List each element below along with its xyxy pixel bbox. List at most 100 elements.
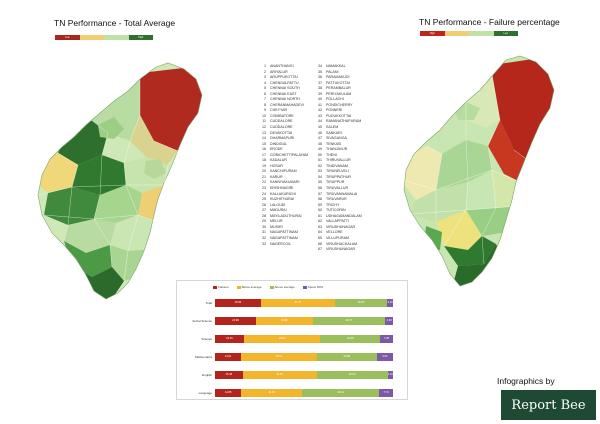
district-name: VIRUDHACHALAM	[326, 241, 358, 246]
district-number: 64	[318, 230, 322, 235]
stacked-bar-chart: Failures Below average Above average Above …	[176, 280, 408, 400]
district-list-item: 4 CHENGALPATTU	[256, 81, 308, 87]
district-name: VIRUDHUNAGAR	[326, 224, 356, 229]
district-list-item: 12 CUDDALORE	[256, 125, 308, 131]
district-list-item: 14 DHARMAPURI	[256, 136, 308, 142]
district-number: 36	[318, 75, 322, 80]
district-name: NAMAKKAL	[326, 64, 346, 68]
district-name: CUDDALORE	[270, 125, 293, 130]
chart-legend-swatch	[269, 285, 274, 289]
district-name: NAGERCOIL	[270, 241, 292, 246]
district-number: 10	[262, 113, 266, 118]
district-list-item: 62 VALLAPPATTI	[312, 219, 362, 225]
chart-category-label: Total	[205, 301, 212, 305]
district-number: 33	[262, 241, 266, 246]
district-number: 42	[318, 108, 322, 113]
chart-legend-label: Above 80%	[307, 285, 324, 289]
left-map-legend-swatch-4: High	[128, 35, 153, 40]
chart-bar-segment-above-80-: 7.28	[380, 335, 393, 343]
chart-category-label: Language	[198, 391, 212, 395]
district-list-item: 32 NAGAPATTINAM	[256, 236, 308, 242]
district-name: CHEYYAR	[270, 108, 288, 113]
district-list-item: 48 TENKASI	[312, 142, 362, 148]
chart-bar-segment-below-average: 31.96	[255, 317, 313, 325]
district-list-item: 40 POLLACHI	[312, 97, 362, 103]
district-list-item: 65 VILLUPURAM	[312, 236, 362, 242]
district-name: KADALUR	[270, 158, 287, 163]
district-name: KANNIYAKUMARI	[270, 180, 300, 185]
district-list-item: 21 KARUR	[256, 175, 308, 181]
district-number: 14	[262, 136, 266, 141]
right-map-legend-swatch-3	[469, 31, 494, 36]
district-name: TENKASI	[326, 141, 342, 146]
chart-bar-segment-above-80-: 2.91	[387, 371, 393, 379]
district-name: THANJAVUR	[326, 147, 348, 152]
district-list-item: 16 ERODE	[256, 147, 308, 153]
district-list-item: 51 THIRUVALLUR	[312, 158, 362, 164]
district-number: 30	[262, 224, 266, 229]
chart-bar-segment-below-average: 34.04	[241, 389, 302, 397]
district-list-item: 31 NAGAPATTINAM	[256, 230, 308, 236]
district-list-item: 2 ARIYALUR	[256, 70, 308, 76]
district-name: KARUR	[270, 174, 283, 179]
district-list-item: 38 PERAMBALUR	[312, 86, 362, 92]
district-list-item: 66 VIRUDHACHALAM	[312, 242, 362, 248]
district-name: SANKARI	[326, 130, 342, 135]
district-name: KANCHIPURAM	[270, 169, 297, 174]
district-name: TIRUVANNAMALAI	[326, 191, 358, 196]
chart-bar-segment-above-80-: 3.16	[387, 299, 393, 307]
district-number: 41	[318, 102, 322, 107]
right-choropleth-map	[403, 55, 555, 287]
district-number: 29	[262, 219, 266, 224]
logo-text: Report Bee	[511, 397, 586, 413]
chart-bar-row: 15.48 41.57 40.04 2.91	[215, 371, 393, 379]
district-number: 49	[318, 147, 322, 152]
district-name: NAGAPATTINAM	[270, 235, 298, 240]
district-name: TIRUNELVELI	[326, 169, 349, 174]
district-number: 34	[318, 64, 322, 68]
district-number: 20	[262, 169, 266, 174]
district-number: 1	[264, 64, 266, 68]
district-name: KUZHITHURAI	[270, 197, 295, 202]
chart-bar-segment-above-average: 40.04	[316, 371, 388, 379]
district-name: VILLUPURAM	[326, 235, 349, 240]
chart-bar-segment-below-average: 42.51	[241, 353, 317, 361]
right-map-legend-swatch-2	[444, 31, 469, 36]
chart-bar-segment-failures: 25.82	[215, 299, 261, 307]
district-list-item: 29 MELUR	[256, 219, 308, 225]
district-number: 2	[264, 69, 266, 74]
district-number: 57	[318, 191, 322, 196]
district-list-item: 52 TINDIVANAM	[312, 164, 362, 170]
report-bee-logo[interactable]: Report Bee	[501, 390, 596, 420]
left-map-title: TN Performance - Total Average	[54, 18, 176, 28]
chart-bar-segment-above-average: 33.86	[316, 353, 377, 361]
district-number: 52	[318, 163, 322, 168]
chart-bar-segment-below-average: 43.02	[243, 335, 321, 343]
district-list-item: 45 SALEM	[312, 125, 362, 131]
district-number: 48	[318, 141, 322, 146]
district-name: POLLACHI	[326, 97, 344, 102]
chart-bar-segment-failures: 16.25	[215, 335, 244, 343]
district-number: 58	[318, 197, 322, 202]
district-name: PERAMBALUR	[326, 86, 351, 91]
chart-bar-segment-above-average: 40.77	[312, 317, 386, 325]
district-name: COIMBATORE	[270, 113, 294, 118]
chart-legend-label: Above average	[274, 285, 295, 289]
district-number: 17	[262, 152, 266, 157]
district-name: CUDDALORE	[270, 119, 293, 124]
district-list-item: 6 CHENNAI EAST	[256, 92, 308, 98]
district-name: PONDICHERRY	[326, 102, 353, 107]
district-list-item: 56 TIRUVALLUR	[312, 186, 362, 192]
district-list-item: 18 KADALUR	[256, 158, 308, 164]
district-number: 54	[318, 174, 322, 179]
chart-bar-segment-above-80-: 4.29	[385, 317, 393, 325]
district-list-item: 47 SIVAGANGA	[312, 136, 362, 142]
chart-bar-segment-failures: 15.48	[215, 371, 243, 379]
district-number: 5	[264, 86, 266, 91]
district-number: 46	[318, 130, 322, 135]
district-number: 38	[318, 86, 322, 91]
chart-legend-swatch	[236, 285, 241, 289]
district-list-item: 60 TUTICORIN	[312, 208, 362, 214]
right-map-legend: High Low	[420, 31, 518, 36]
district-number: 22	[262, 180, 266, 185]
